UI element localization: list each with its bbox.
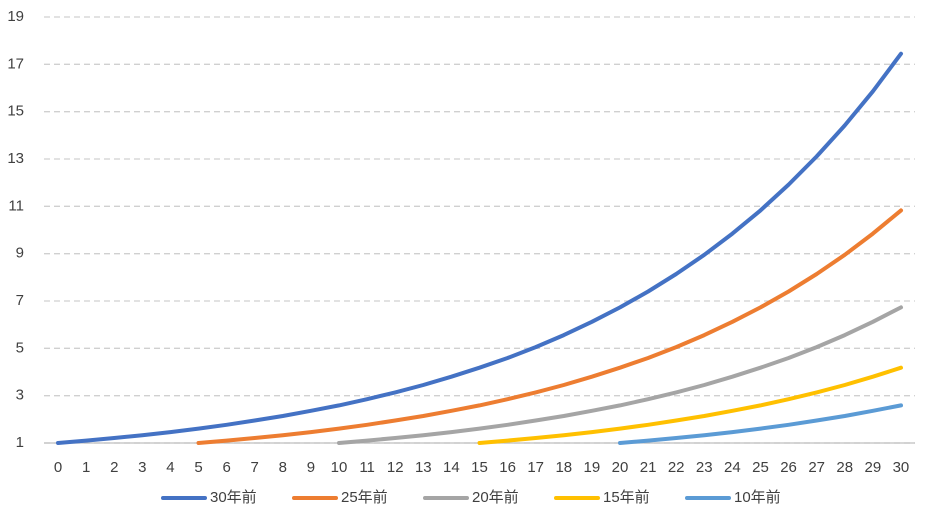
x-tick-label: 11 [359,459,375,476]
x-tick-label: 10 [331,459,348,476]
x-tick-label: 15 [471,459,488,476]
x-tick-label: 9 [307,459,315,476]
x-tick-label: 20 [612,459,629,476]
legend-label: 20年前 [472,489,519,506]
x-tick-label: 18 [555,459,572,476]
x-tick-label: 28 [836,459,853,476]
x-tick-label: 24 [724,459,741,476]
y-tick-label: 1 [16,434,24,451]
x-tick-label: 6 [222,459,230,476]
x-tick-label: 22 [668,459,685,476]
x-tick-label: 1 [82,459,90,476]
x-tick-label: 8 [279,459,287,476]
x-tick-label: 27 [808,459,825,476]
x-tick-label: 5 [194,459,202,476]
y-tick-label: 15 [7,103,24,120]
x-tick-label: 7 [251,459,259,476]
x-tick-label: 29 [865,459,882,476]
x-tick-label: 14 [443,459,460,476]
y-tick-label: 5 [16,339,24,356]
line-series [337,305,903,445]
legend-label: 10年前 [734,489,781,506]
legend-label: 15年前 [603,489,650,506]
y-tick-label: 11 [8,197,24,214]
line-series [56,51,903,445]
x-tick-label: 21 [640,459,657,476]
x-tick-label: 12 [387,459,404,476]
x-tick-label: 13 [415,459,432,476]
y-tick-label: 13 [7,150,24,167]
x-tick-label: 16 [499,459,516,476]
x-tick-label: 0 [54,459,62,476]
y-tick-label: 9 [16,245,24,262]
x-tick-label: 4 [166,459,174,476]
x-tick-label: 3 [138,459,146,476]
x-tick-label: 17 [527,459,544,476]
y-tick-label: 3 [16,387,24,404]
y-tick-label: 7 [16,292,24,309]
line-series [618,403,903,445]
line-series [477,365,903,445]
x-tick-label: 25 [752,459,769,476]
y-tick-label: 17 [7,55,24,72]
y-tick-label: 19 [7,8,24,25]
legend-label: 30年前 [210,489,257,506]
x-tick-label: 2 [110,459,118,476]
legend-label: 25年前 [341,489,388,506]
x-tick-label: 19 [584,459,601,476]
x-tick-label: 30 [893,459,910,476]
x-tick-label: 23 [696,459,713,476]
line-series [196,208,903,445]
x-tick-label: 26 [780,459,797,476]
